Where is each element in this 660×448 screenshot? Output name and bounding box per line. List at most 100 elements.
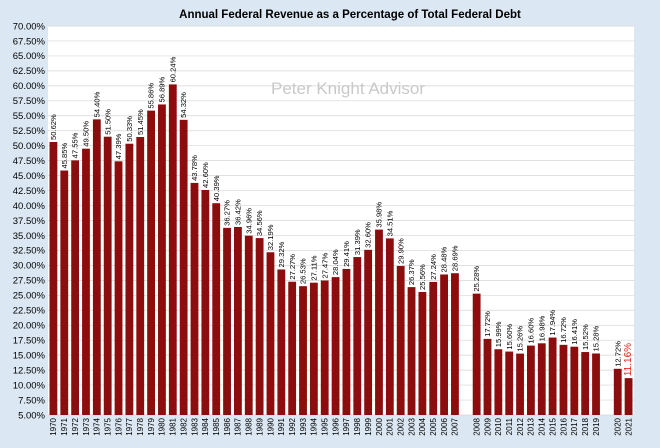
x-tick-label: 1980 [158,417,167,435]
x-tick-label: 1972 [71,417,80,435]
x-tick-label: 2006 [440,417,449,435]
data-label: 15.99% [494,321,503,347]
data-label: 25.56% [418,264,427,290]
x-tick-label: 2005 [429,417,438,435]
y-tick-label: 50.00% [13,141,46,152]
data-labels: 50.62%45.85% 47.55% 49.50%54.40%51.50%47.3… [49,56,634,376]
y-tick-label: 70.00% [13,21,46,32]
bar [483,338,492,415]
bar [320,280,329,415]
data-label: 25.28% [472,266,481,292]
x-tick-label: 1987 [234,417,243,435]
data-label: 40.39% [212,175,221,201]
x-tick-label: 2019 [592,417,601,435]
x-tick-label: 2002 [396,417,405,435]
bar [71,160,80,415]
y-tick-label: 7.50% [18,395,45,406]
x-tick-label: 1993 [299,417,308,435]
data-label: 55.86% [147,83,156,109]
y-tick-label: 20.00% [13,321,46,332]
data-label: 31.39% [353,229,362,255]
bar [136,137,145,415]
x-tick-label: 2018 [581,417,590,435]
bar [451,273,459,415]
y-tick-label: 22.50% [13,306,46,317]
y-tick-label: 57.50% [13,96,46,107]
x-tick-label: 1979 [147,417,156,435]
data-label: 51.50% [103,109,112,135]
y-tick-label: 10.00% [13,380,46,391]
data-label: 51.45% [136,109,145,135]
bar [429,281,438,415]
x-tick-label: 2013 [527,417,536,435]
bar [342,268,351,415]
data-label: 54.32% [179,92,188,118]
x-tick-label: 1976 [114,417,123,435]
data-label: 34.51% [385,210,394,236]
bar [309,282,318,415]
x-tick-label: 1977 [125,417,134,435]
bar [581,352,590,415]
x-tick-label: 1975 [103,417,112,435]
y-tick-label: 40.00% [13,201,46,212]
x-tick-label: 1983 [190,417,199,435]
data-label: 16.60% [527,318,536,344]
data-label: 27.24% [429,254,438,280]
bar [385,238,394,415]
y-axis-ticks: 5.00% 7.50% 10.00% 12.50% 15.00% 17.50% 20.00%… [13,21,46,421]
bar [516,353,524,415]
bar [125,143,134,415]
bars [49,84,633,416]
x-tick-label: 2011 [505,417,514,435]
data-label: 47.55% [71,132,80,158]
data-label: 26.37% [407,259,416,285]
bar [570,346,579,415]
x-tick-label: 1988 [245,417,254,435]
bar [158,104,166,415]
data-label: 56.89% [158,76,167,102]
watermark: Peter Knight Advisor [271,79,425,98]
y-tick-label: 45.00% [13,171,46,182]
bar [527,345,535,415]
bar [60,170,69,415]
data-label: 29.32% [277,241,286,267]
y-tick-label: 42.50% [13,186,46,197]
x-tick-label: 2014 [538,417,547,435]
x-tick-label: 2001 [386,417,395,435]
x-tick-label: 1973 [82,417,91,435]
x-tick-label: 2016 [559,417,568,435]
bar [299,286,307,415]
bar [396,265,405,415]
y-tick-label: 12.50% [13,365,46,376]
y-tick-label: 5.00% [18,410,45,421]
bar [624,378,633,415]
bar [494,349,503,415]
bar [179,119,188,415]
x-tick-label: 1991 [277,417,286,435]
data-label: 27.47% [320,253,329,279]
data-label: 17.94% [548,310,557,336]
bar [103,136,112,415]
x-tick-label: 1984 [201,417,210,435]
x-tick-label: 2007 [451,417,460,435]
data-label: 15.26% [516,326,525,352]
data-label: 27.11% [309,255,318,280]
bar [375,229,383,415]
x-tick-label: 2010 [494,417,503,435]
x-tick-label: 2017 [570,417,579,435]
x-tick-label: 1978 [136,417,145,435]
x-tick-label: 1992 [288,417,297,435]
x-tick-label: 1985 [212,417,221,435]
y-tick-label: 30.00% [13,261,46,272]
bar [505,351,514,415]
bar [234,226,242,415]
bar [407,287,416,415]
y-tick-label: 37.50% [13,216,46,227]
x-tick-label: 2000 [375,417,384,435]
data-label: 28.69% [451,245,460,271]
data-label: 28.04% [331,249,340,275]
x-tick-label: 1997 [342,417,351,435]
x-tick-label: 1995 [321,417,330,435]
